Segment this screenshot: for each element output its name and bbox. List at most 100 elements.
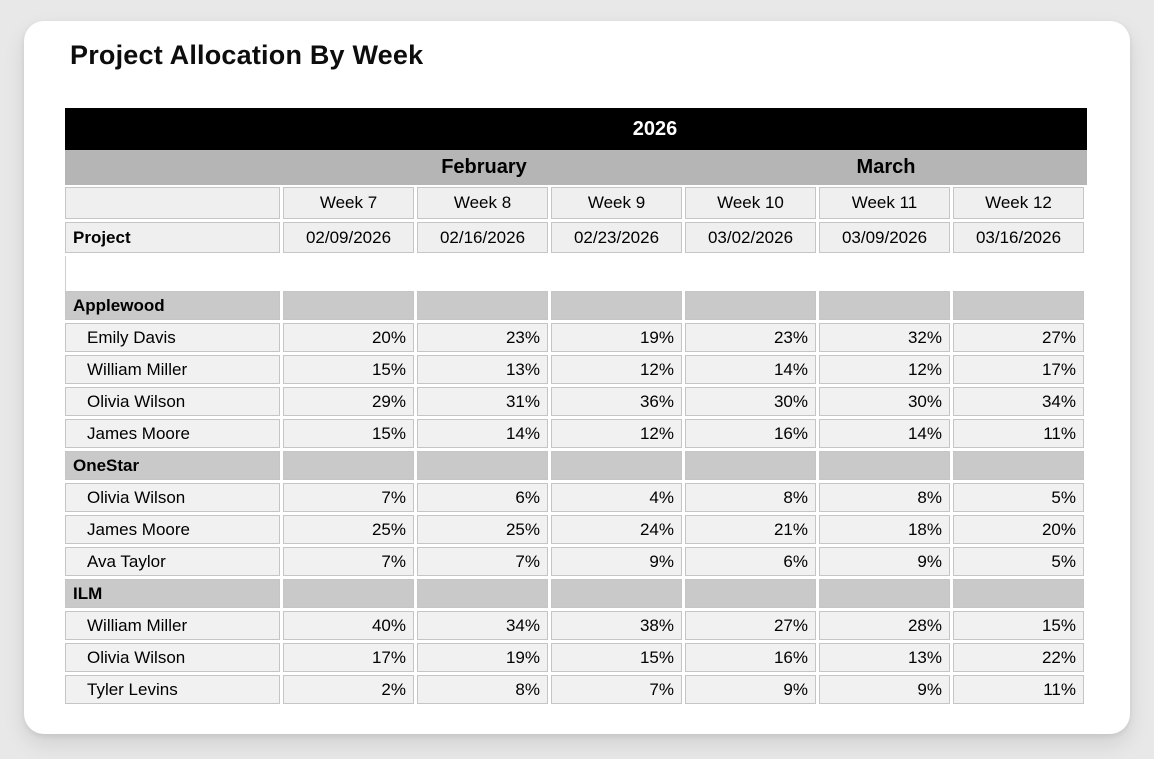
allocation-value-cell[interactable]: 19% [551,323,685,355]
group-header-blank-cell[interactable] [417,579,551,611]
allocation-value-cell[interactable]: 12% [551,355,685,387]
allocation-value-cell[interactable]: 18% [819,515,953,547]
allocation-value-cell[interactable]: 15% [953,611,1087,643]
allocation-value-cell[interactable]: 23% [417,323,551,355]
allocation-value-cell[interactable]: 6% [685,547,819,579]
allocation-value-cell[interactable]: 32% [819,323,953,355]
allocation-value-cell[interactable]: 27% [685,611,819,643]
allocation-value-cell[interactable]: 9% [551,547,685,579]
week-header-cell[interactable]: Week 10 [685,187,819,222]
project-corner-label[interactable]: Project [65,222,283,256]
allocation-value-cell[interactable]: 24% [551,515,685,547]
allocation-value-cell[interactable]: 9% [685,675,819,707]
group-header-blank-cell[interactable] [551,291,685,323]
month-february[interactable]: February [283,150,685,187]
allocation-value-cell[interactable]: 4% [551,483,685,515]
allocation-value-cell[interactable]: 9% [819,547,953,579]
group-header-blank-cell[interactable] [819,451,953,483]
week-header-spacer[interactable] [65,187,283,222]
allocation-value-cell[interactable]: 12% [551,419,685,451]
allocation-value-cell[interactable]: 25% [417,515,551,547]
allocation-value-cell[interactable]: 17% [953,355,1087,387]
group-header-cell[interactable]: Applewood [65,291,283,323]
group-header-blank-cell[interactable] [283,291,417,323]
allocation-value-cell[interactable]: 20% [283,323,417,355]
member-name-cell[interactable]: James Moore [65,419,283,451]
group-header-blank-cell[interactable] [819,579,953,611]
allocation-value-cell[interactable]: 13% [417,355,551,387]
member-name-cell[interactable]: James Moore [65,515,283,547]
allocation-value-cell[interactable]: 5% [953,547,1087,579]
group-header-blank-cell[interactable] [685,451,819,483]
allocation-value-cell[interactable]: 16% [685,643,819,675]
member-name-cell[interactable]: William Miller [65,611,283,643]
member-name-cell[interactable]: William Miller [65,355,283,387]
allocation-value-cell[interactable]: 14% [819,419,953,451]
allocation-value-cell[interactable]: 34% [953,387,1087,419]
member-name-cell[interactable]: Ava Taylor [65,547,283,579]
allocation-value-cell[interactable]: 29% [283,387,417,419]
week-date-cell[interactable]: 03/02/2026 [685,222,819,256]
group-header-blank-cell[interactable] [953,451,1087,483]
member-name-cell[interactable]: Tyler Levins [65,675,283,707]
allocation-value-cell[interactable]: 9% [819,675,953,707]
week-date-cell[interactable]: 03/16/2026 [953,222,1087,256]
group-header-blank-cell[interactable] [417,451,551,483]
month-band-spacer[interactable] [65,150,283,187]
allocation-value-cell[interactable]: 22% [953,643,1087,675]
group-header-blank-cell[interactable] [283,451,417,483]
week-header-cell[interactable]: Week 8 [417,187,551,222]
allocation-value-cell[interactable]: 14% [417,419,551,451]
allocation-value-cell[interactable]: 25% [283,515,417,547]
allocation-value-cell[interactable]: 14% [685,355,819,387]
allocation-value-cell[interactable]: 8% [685,483,819,515]
allocation-value-cell[interactable]: 11% [953,419,1087,451]
allocation-value-cell[interactable]: 8% [417,675,551,707]
allocation-value-cell[interactable]: 7% [417,547,551,579]
group-header-blank-cell[interactable] [953,579,1087,611]
allocation-value-cell[interactable]: 15% [283,419,417,451]
allocation-value-cell[interactable]: 2% [283,675,417,707]
allocation-value-cell[interactable]: 11% [953,675,1087,707]
group-header-cell[interactable]: ILM [65,579,283,611]
group-header-blank-cell[interactable] [551,579,685,611]
week-header-cell[interactable]: Week 12 [953,187,1087,222]
group-header-blank-cell[interactable] [953,291,1087,323]
allocation-value-cell[interactable]: 8% [819,483,953,515]
week-date-cell[interactable]: 02/23/2026 [551,222,685,256]
week-date-cell[interactable]: 02/16/2026 [417,222,551,256]
allocation-value-cell[interactable]: 7% [283,547,417,579]
allocation-value-cell[interactable]: 28% [819,611,953,643]
week-header-cell[interactable]: Week 7 [283,187,417,222]
allocation-value-cell[interactable]: 31% [417,387,551,419]
allocation-value-cell[interactable]: 20% [953,515,1087,547]
member-name-cell[interactable]: Olivia Wilson [65,643,283,675]
allocation-value-cell[interactable]: 6% [417,483,551,515]
allocation-value-cell[interactable]: 5% [953,483,1087,515]
allocation-value-cell[interactable]: 13% [819,643,953,675]
member-name-cell[interactable]: Olivia Wilson [65,387,283,419]
allocation-value-cell[interactable]: 12% [819,355,953,387]
allocation-value-cell[interactable]: 17% [283,643,417,675]
empty-spacer-row[interactable] [65,256,1087,291]
allocation-value-cell[interactable]: 16% [685,419,819,451]
group-header-cell[interactable]: OneStar [65,451,283,483]
allocation-value-cell[interactable]: 19% [417,643,551,675]
allocation-value-cell[interactable]: 15% [551,643,685,675]
allocation-value-cell[interactable]: 36% [551,387,685,419]
allocation-value-cell[interactable]: 34% [417,611,551,643]
week-date-cell[interactable]: 03/09/2026 [819,222,953,256]
week-date-cell[interactable]: 02/09/2026 [283,222,417,256]
group-header-blank-cell[interactable] [685,579,819,611]
allocation-value-cell[interactable]: 40% [283,611,417,643]
allocation-value-cell[interactable]: 27% [953,323,1087,355]
week-header-cell[interactable]: Week 9 [551,187,685,222]
allocation-value-cell[interactable]: 38% [551,611,685,643]
year-band[interactable]: 2026 [65,108,1087,150]
member-name-cell[interactable]: Emily Davis [65,323,283,355]
group-header-blank-cell[interactable] [551,451,685,483]
allocation-value-cell[interactable]: 7% [551,675,685,707]
allocation-value-cell[interactable]: 21% [685,515,819,547]
week-header-cell[interactable]: Week 11 [819,187,953,222]
allocation-value-cell[interactable]: 30% [819,387,953,419]
